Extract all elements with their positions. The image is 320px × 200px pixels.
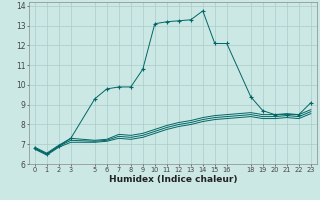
X-axis label: Humidex (Indice chaleur): Humidex (Indice chaleur) xyxy=(108,175,237,184)
